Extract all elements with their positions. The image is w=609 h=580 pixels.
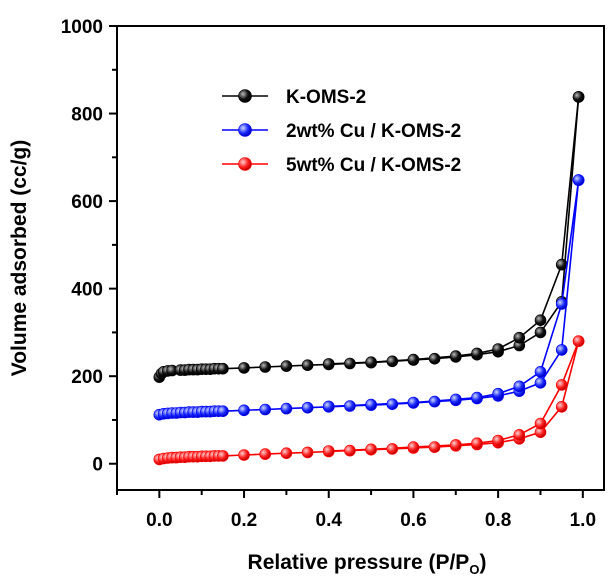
data-point: [344, 357, 356, 370]
series-2: [153, 174, 585, 421]
x-axis: 0.0 0.2 0.4 0.6 0.8 1.0: [116, 490, 596, 531]
x-tick-label: 0.8: [485, 510, 511, 531]
y-tick-label: 1000: [61, 17, 103, 38]
data-point: [449, 350, 462, 362]
y-tick-label: 400: [71, 280, 103, 301]
data-point: [428, 352, 441, 365]
legend-label: 5wt% Cu / K-OMS-2: [286, 155, 461, 176]
data-point: [492, 387, 504, 400]
legend-item: 5wt% Cu / K-OMS-2: [222, 155, 461, 176]
legend: K-OMS-2 2wt% Cu / K-OMS-2 5wt% Cu / K-OMS-…: [222, 87, 461, 176]
data-point: [513, 428, 526, 441]
data-point: [555, 379, 568, 391]
x-axis-title-close: ): [479, 551, 486, 574]
data-point: [492, 434, 504, 447]
x-axis-title-main: Relative pressure (P/P: [248, 551, 470, 574]
y-axis: 0 200 400 600 800 1000: [61, 17, 117, 476]
data-point: [471, 347, 483, 360]
legend-marker: [238, 89, 252, 103]
data-point: [217, 362, 229, 375]
x-axis-title-subscript: O: [469, 562, 479, 577]
data-point: [344, 400, 356, 412]
data-point: [301, 359, 314, 372]
data-point: [555, 344, 568, 356]
data-point: [492, 343, 504, 355]
data-point: [259, 403, 272, 416]
data-point: [365, 398, 377, 411]
data-point: [301, 446, 314, 459]
data-point: [344, 444, 356, 457]
data-point: [322, 358, 335, 370]
y-tick-label: 200: [71, 367, 103, 388]
data-point: [513, 380, 526, 393]
data-point: [428, 441, 441, 453]
data-point: [555, 298, 568, 310]
plot-frame: [116, 25, 605, 491]
data-point: [238, 449, 250, 461]
data-point: [259, 361, 272, 373]
x-axis-title: Relative pressure (P/PO): [248, 551, 487, 577]
legend-item: K-OMS-2: [222, 87, 366, 108]
data-point: [534, 314, 547, 327]
data-point: [280, 360, 293, 372]
legend-label: 2wt% Cu / K-OMS-2: [286, 121, 461, 142]
data-point: [572, 335, 585, 348]
data-point: [322, 445, 335, 457]
data-point: [365, 443, 377, 456]
y-tick-label: 800: [71, 105, 103, 126]
data-point: [471, 391, 483, 404]
data-point: [322, 400, 335, 413]
data-point: [238, 404, 250, 417]
y-axis-title: Volume adsorbed (cc/g): [8, 140, 31, 377]
data-point: [301, 401, 314, 414]
x-tick-label: 0.6: [400, 510, 426, 531]
x-tick-label: 0.2: [231, 510, 257, 531]
series-layer: [153, 91, 585, 466]
data-point: [386, 443, 399, 455]
data-point: [572, 174, 585, 186]
data-point: [555, 400, 568, 413]
y-tick-label: 0: [92, 455, 103, 476]
data-point: [449, 439, 462, 451]
data-point: [534, 365, 547, 378]
data-point: [534, 376, 547, 389]
data-point: [259, 448, 272, 460]
series-3: [153, 335, 585, 466]
data-point: [238, 362, 250, 374]
data-point: [407, 441, 420, 453]
legend-marker: [238, 157, 252, 171]
data-point: [428, 395, 441, 408]
legend-label: K-OMS-2: [286, 87, 366, 108]
data-point: [471, 437, 483, 450]
legend-item: 2wt% Cu / K-OMS-2: [222, 121, 461, 142]
data-point: [407, 353, 420, 366]
data-point: [280, 402, 293, 415]
legend-marker: [238, 123, 252, 137]
data-point: [217, 405, 229, 418]
x-tick-label: 0.4: [316, 510, 343, 531]
x-tick-label: 0.0: [146, 510, 172, 531]
data-point: [386, 398, 399, 411]
data-point: [280, 447, 293, 460]
data-point: [407, 396, 420, 409]
x-tick-label: 1.0: [570, 510, 596, 531]
data-point: [555, 258, 568, 271]
data-point: [449, 393, 462, 406]
series-line-adsorption: [159, 180, 580, 416]
data-point: [534, 326, 547, 339]
data-point: [217, 450, 229, 462]
data-point: [534, 417, 547, 430]
data-point: [572, 91, 585, 103]
y-tick-label: 600: [71, 192, 103, 213]
data-point: [365, 356, 377, 369]
data-point: [513, 331, 526, 344]
data-point: [386, 355, 399, 368]
